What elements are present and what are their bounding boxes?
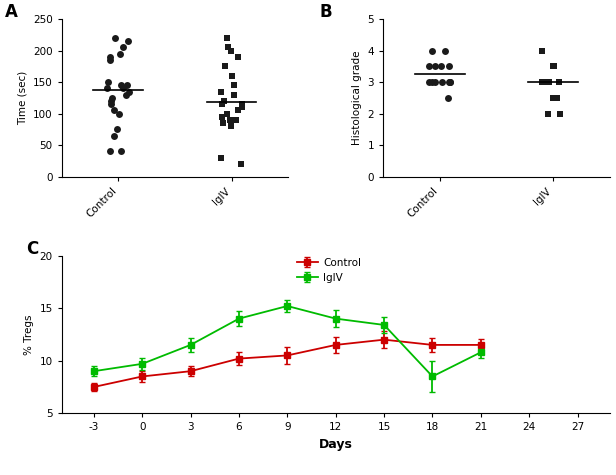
Text: B: B	[320, 3, 333, 21]
Point	[549, 63, 559, 70]
Point	[231, 116, 241, 124]
Point	[445, 78, 455, 86]
Point	[436, 63, 445, 70]
Point	[554, 78, 564, 86]
Point	[229, 91, 239, 98]
Point	[106, 97, 116, 105]
Point	[227, 123, 237, 130]
Point	[111, 125, 121, 133]
Point	[229, 81, 238, 89]
Point	[105, 148, 115, 155]
Point	[225, 47, 235, 54]
Point	[222, 34, 232, 42]
Point	[544, 78, 554, 86]
Point	[444, 78, 454, 86]
Point	[218, 119, 228, 127]
Y-axis label: Time (sec): Time (sec)	[17, 71, 27, 125]
Point	[222, 110, 232, 117]
Point	[116, 81, 126, 89]
Point	[427, 78, 437, 86]
Point	[124, 88, 134, 95]
Point	[424, 78, 434, 86]
Text: C: C	[26, 240, 38, 258]
Y-axis label: % Tregs: % Tregs	[24, 314, 34, 355]
Point	[424, 63, 434, 70]
Point	[233, 107, 243, 114]
Point	[440, 47, 450, 54]
Point	[227, 72, 237, 80]
Text: A: A	[5, 3, 18, 21]
Point	[537, 47, 547, 54]
Point	[121, 91, 131, 98]
Point	[110, 34, 120, 42]
Point	[443, 94, 453, 102]
Point	[220, 63, 230, 70]
Point	[224, 44, 233, 51]
Y-axis label: Histological grade: Histological grade	[352, 51, 362, 145]
Point	[445, 78, 455, 86]
Point	[548, 63, 558, 70]
Point	[225, 116, 235, 124]
Point	[116, 50, 126, 57]
Point	[537, 78, 547, 86]
Point	[124, 37, 134, 45]
Point	[548, 94, 557, 102]
Point	[540, 78, 549, 86]
Point	[217, 113, 227, 121]
Point	[105, 56, 115, 64]
Point	[552, 94, 562, 102]
Point	[237, 100, 246, 108]
Point	[556, 110, 565, 117]
Point	[118, 85, 128, 92]
Point	[108, 132, 118, 140]
Point	[430, 78, 440, 86]
Point	[217, 100, 227, 108]
Point	[109, 107, 119, 114]
Point	[543, 110, 553, 117]
Point	[233, 53, 243, 61]
Point	[540, 78, 550, 86]
Legend: Control, IgIV: Control, IgIV	[297, 257, 361, 283]
Point	[445, 63, 455, 70]
Point	[549, 63, 559, 70]
Point	[216, 88, 226, 95]
Point	[554, 78, 564, 86]
Point	[106, 100, 116, 108]
Point	[429, 63, 439, 70]
X-axis label: Days: Days	[319, 438, 352, 451]
Point	[105, 53, 115, 61]
Point	[237, 104, 247, 111]
Point	[216, 154, 226, 162]
Point	[102, 85, 112, 92]
Point	[236, 160, 246, 168]
Point	[437, 78, 447, 86]
Point	[219, 97, 229, 105]
Point	[116, 148, 126, 155]
Point	[107, 94, 116, 102]
Point	[121, 81, 131, 89]
Point	[103, 78, 113, 86]
Point	[118, 44, 128, 51]
Point	[541, 78, 551, 86]
Point	[427, 47, 437, 54]
Point	[114, 110, 124, 117]
